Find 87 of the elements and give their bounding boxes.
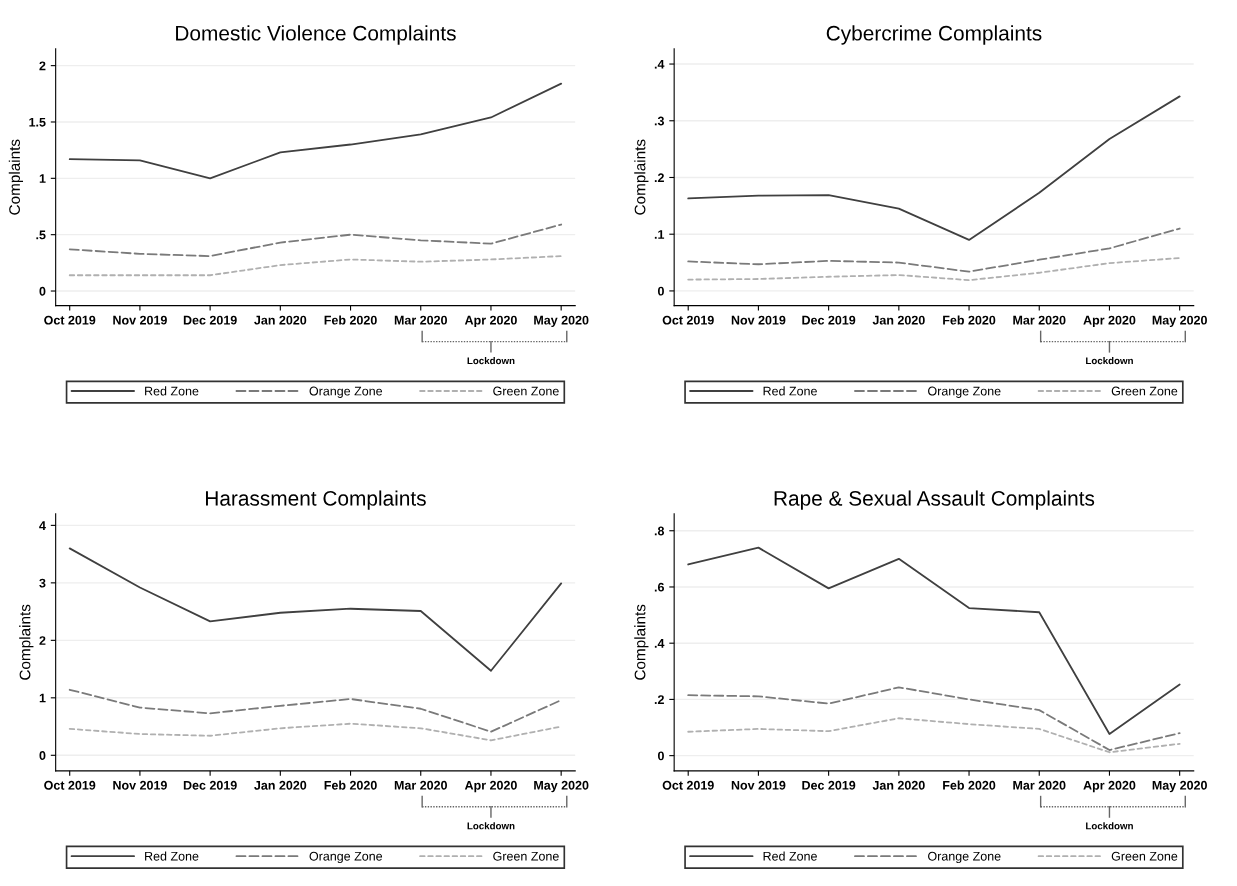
chart-title: Harassment Complaints [206,490,426,510]
line-series [687,257,1181,282]
line-series [68,223,563,257]
x-tick-label: Dec 2019 [802,315,856,325]
y-tick-label: 0 [657,286,664,296]
legend-label: Green Zone [493,851,559,861]
y-tick-label: .5 [36,230,46,240]
annotation: Lockdown [467,822,515,830]
x-tick-label: Apr 2020 [1083,780,1136,793]
x-tick-label: Mar 2020 [394,780,447,790]
legend-label: Orange Zone [928,386,1001,398]
x-tick-label: Oct 2019 [662,315,714,325]
x-tick-label: Nov 2019 [731,780,786,790]
legend-label: Green Zone [1111,386,1178,396]
line-series [68,255,563,277]
line-series [687,686,1181,751]
x-tick-label: Dec 2019 [183,315,237,325]
y-tick-label: .2 [654,173,664,183]
x-tick-label: May 2020 [534,780,589,793]
legend-label: Orange Zone [928,851,1001,864]
x-tick-label: May 2020 [1152,780,1207,793]
x-tick-label: Mar 2020 [1013,315,1066,325]
y-tick-label: .3 [654,116,664,126]
x-tick-label: Oct 2019 [44,780,96,790]
x-tick-label: Apr 2020 [464,780,517,793]
y-tick-label: 0 [39,286,46,296]
y-tick-label: 1 [39,693,46,703]
chart-title: Domestic Violence Complaints [176,25,456,45]
x-tick-label: Nov 2019 [731,315,786,325]
y-tick-label: 0 [657,751,664,761]
y-tick-label: .2 [654,695,664,704]
legend-label: Orange Zone [309,386,383,398]
x-tick-label: Nov 2019 [113,780,167,790]
chart-title: Rape & Sexual Assault Complaints [774,490,1095,510]
x-tick-label: Feb 2020 [324,315,377,325]
line-series [68,82,563,180]
y-tick-label: 1 [39,174,46,183]
line-series [687,717,1181,754]
y-axis-title: Complaints [8,139,24,215]
legend-label: Green Zone [493,386,559,396]
y-tick-label: 0 [39,751,46,760]
y-tick-label: 2 [39,61,46,71]
x-tick-label: Jan 2020 [872,315,925,325]
x-tick-label: Apr 2020 [1083,315,1136,328]
x-tick-label: Jan 2020 [254,780,307,790]
x-tick-label: Jan 2020 [254,315,307,325]
line-series [687,546,1181,735]
legend-label: Red Zone [763,386,817,396]
line-series [68,688,563,733]
chart-title: Cybercrime Complaints [826,25,1042,45]
y-tick-label: 1.5 [29,117,46,127]
y-tick-label: 3 [39,578,46,588]
annotation: Lockdown [467,357,515,365]
annotation: Lockdown [1086,357,1133,365]
y-tick-label: 2 [39,636,46,645]
x-tick-label: Dec 2019 [183,780,237,790]
legend-label: Red Zone [145,851,199,861]
x-tick-label: Feb 2020 [943,780,996,790]
x-tick-label: Jan 2020 [872,780,925,790]
line-series [687,95,1181,241]
y-axis-title: Complaints [634,604,649,680]
x-tick-label: Oct 2019 [662,780,714,790]
y-tick-label: .4 [654,639,665,648]
x-tick-label: May 2020 [534,315,589,328]
x-tick-label: May 2020 [1152,315,1207,328]
y-tick-label: .6 [654,582,664,592]
x-tick-label: Nov 2019 [113,315,167,325]
annotation: Lockdown [1086,822,1133,830]
x-tick-label: Dec 2019 [802,780,856,790]
legend-label: Red Zone [145,386,199,396]
y-tick-label: .4 [654,59,665,69]
y-axis-title: Complaints [634,139,649,215]
y-tick-label: .1 [654,230,665,239]
y-tick-label: .8 [654,526,665,536]
legend-label: Orange Zone [309,851,383,864]
x-tick-label: Oct 2019 [44,315,96,325]
line-series [68,547,563,672]
x-tick-label: Mar 2020 [1013,780,1066,790]
x-tick-label: Mar 2020 [394,315,447,325]
x-tick-label: Feb 2020 [324,780,377,790]
line-series [687,227,1181,273]
y-tick-label: 4 [39,521,46,530]
legend-label: Red Zone [763,851,817,861]
y-axis-title: Complaints [19,604,34,680]
x-tick-label: Apr 2020 [464,315,517,328]
x-tick-label: Feb 2020 [943,315,996,325]
legend-label: Green Zone [1111,851,1178,861]
